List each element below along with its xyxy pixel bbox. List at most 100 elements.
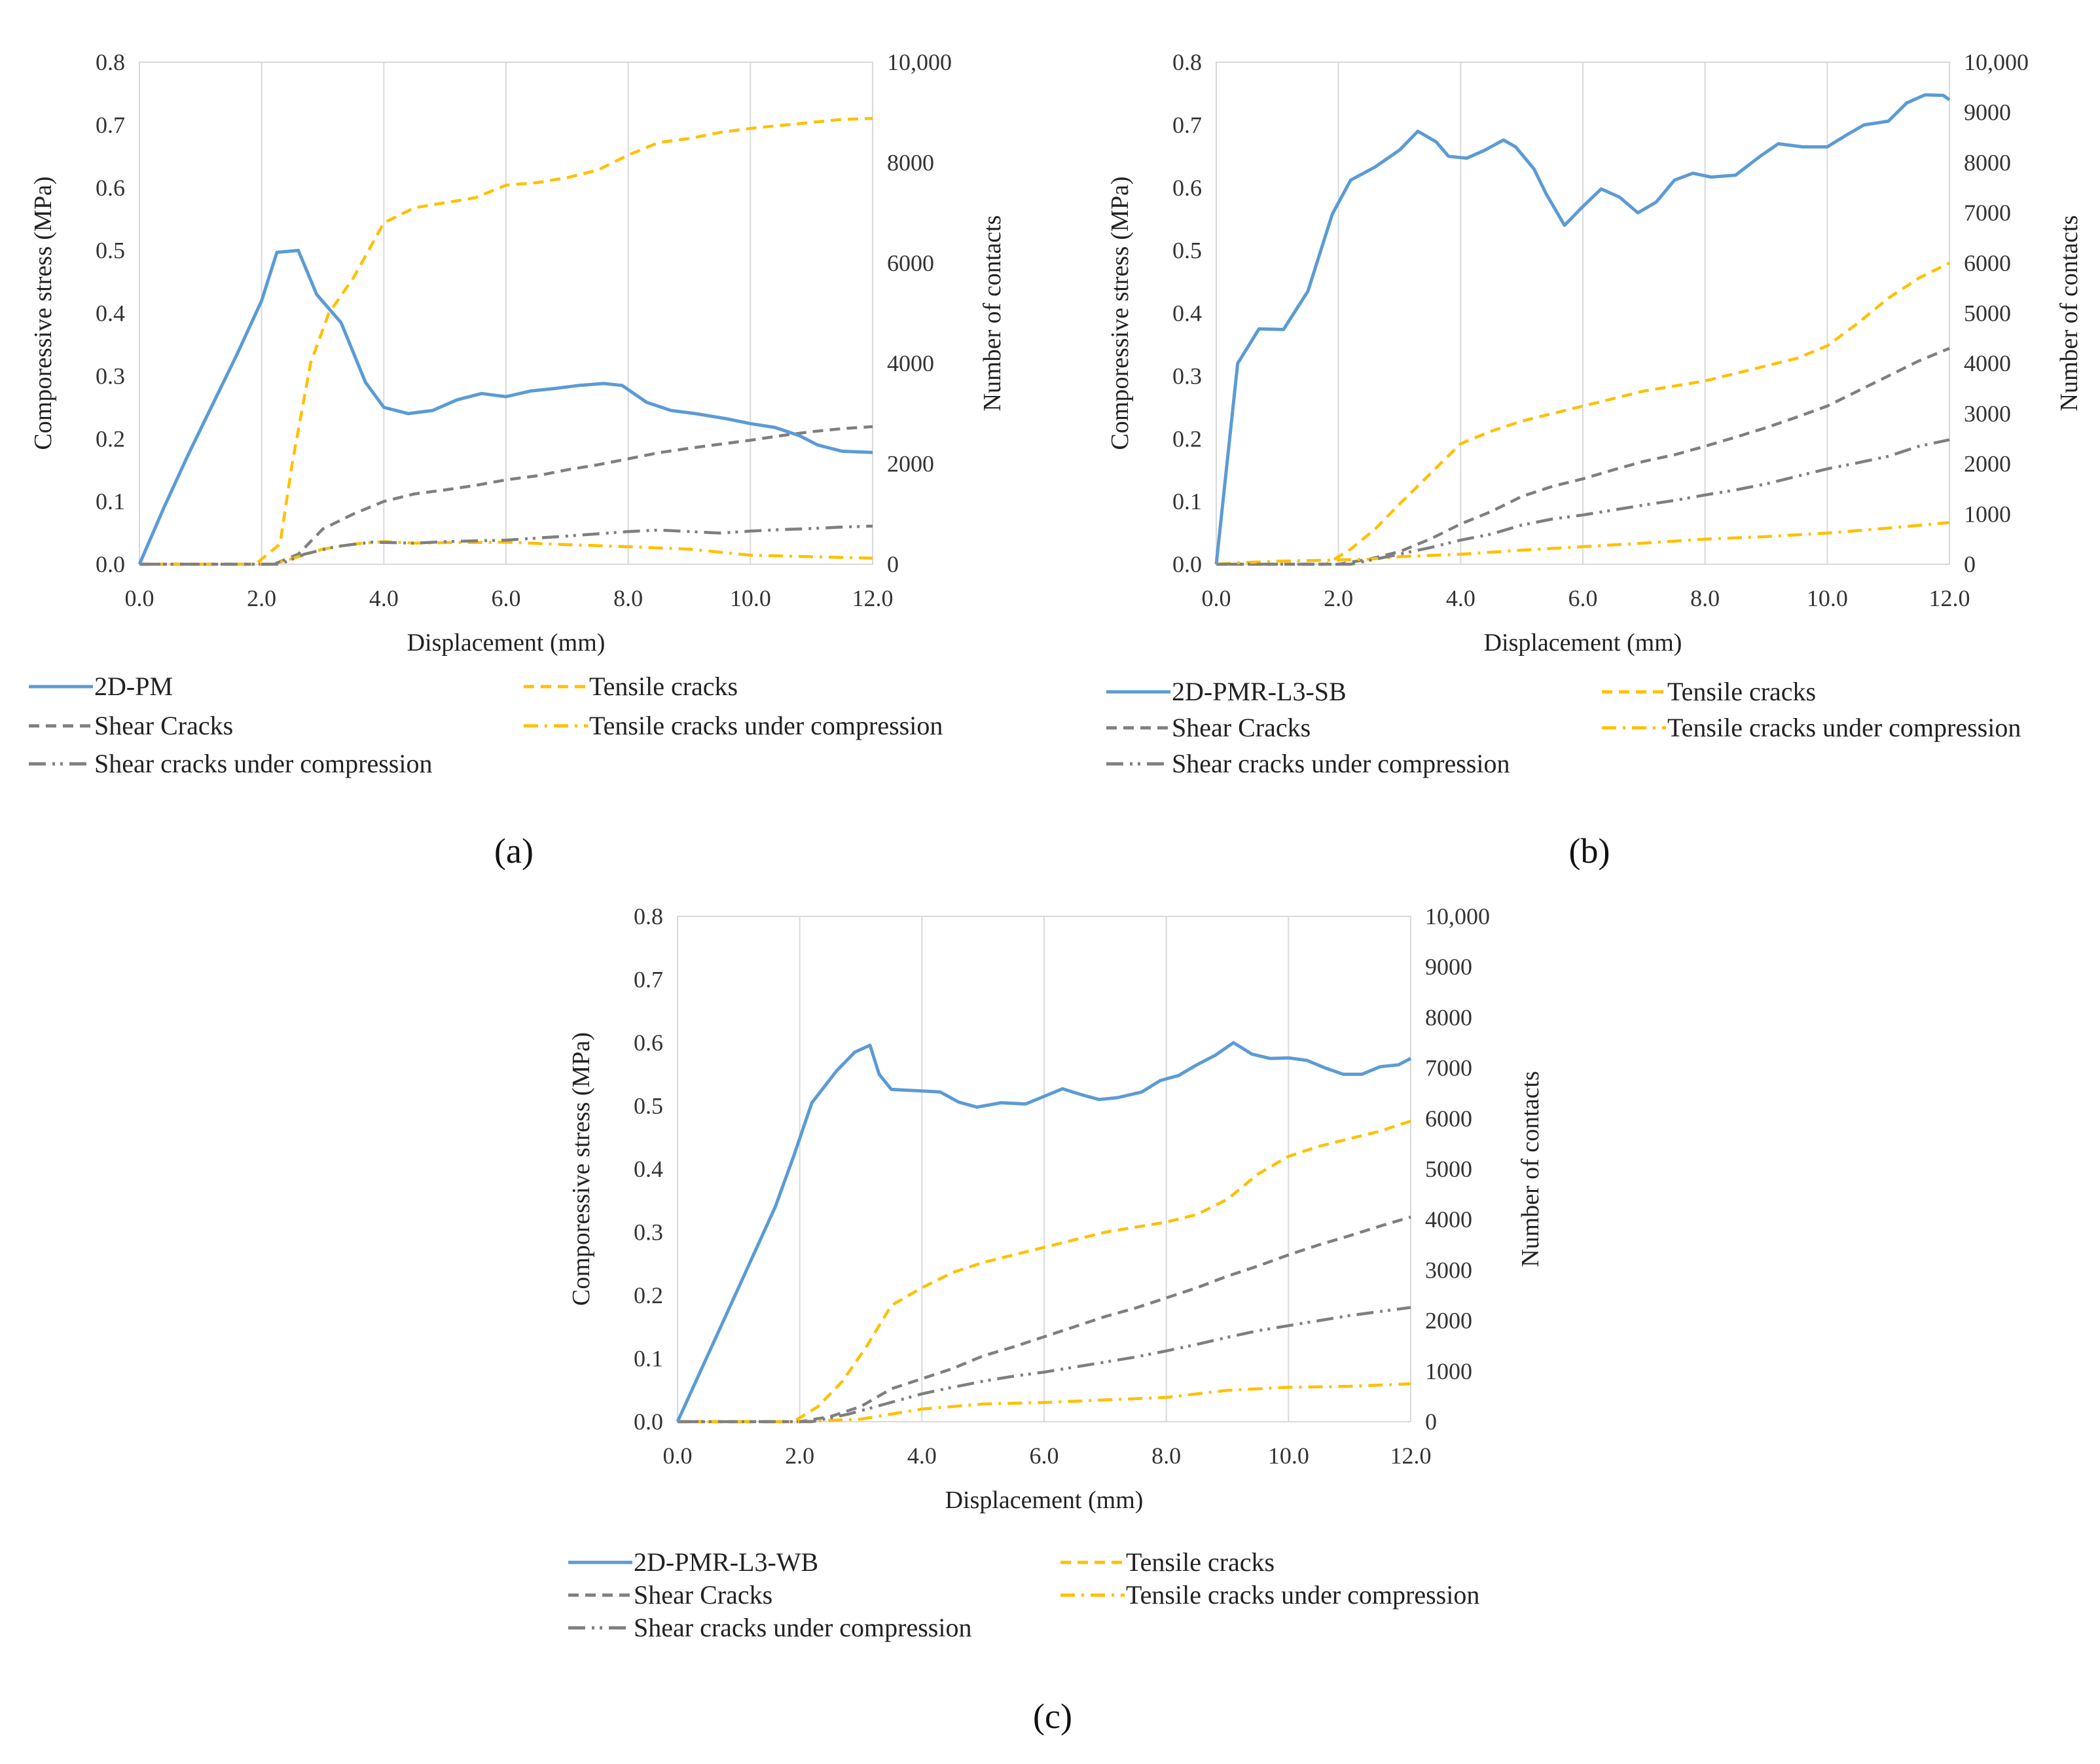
y-left-axis-title: Comporessive stress (MPa): [29, 177, 57, 450]
y-left-tick-label: 0.1: [634, 1346, 663, 1372]
legend-label: Tensile cracks under compression: [589, 711, 943, 740]
y-left-tick-label: 0.3: [634, 1219, 663, 1246]
x-tick-label: 0.0: [1202, 585, 1231, 611]
series-line-shear-cracks: [139, 425, 873, 566]
legend-label: Tensile cracks under compression: [1667, 713, 2021, 742]
y-left-tick-label: 0.2: [96, 425, 125, 452]
legend-label: Tensile cracks under compression: [1126, 1580, 1479, 1610]
y-left-tick-label: 0.5: [634, 1093, 663, 1119]
x-tick-label: 12.0: [1390, 1443, 1432, 1469]
legend-label: Tensile cracks: [589, 672, 738, 701]
x-tick-label: 8.0: [1151, 1443, 1181, 1469]
series-line-tensile-cracks-under-compression: [1216, 521, 1950, 566]
y-left-tick-label: 0.7: [634, 967, 663, 993]
y-left-tick-label: 0.4: [1172, 300, 1202, 327]
y-right-tick-label: 8000: [1964, 149, 2011, 175]
series-line-tensile-cracks: [678, 1119, 1411, 1424]
y-left-tick-label: 0.1: [96, 488, 125, 514]
series-line-tensile-cracks: [1216, 261, 1950, 566]
series-line-tensile-cracks: [139, 117, 873, 566]
x-tick-label: 2.0: [247, 585, 276, 611]
x-tick-label: 4.0: [369, 585, 399, 611]
panel-label: (a): [494, 831, 534, 871]
y-right-tick-label: 10,000: [1425, 903, 1490, 929]
y-right-tick-label: 5000: [1964, 300, 2011, 327]
y-right-axis-title: Number of contacts: [1517, 1071, 1544, 1267]
legend-label: Shear Cracks: [634, 1580, 772, 1610]
series-line-2d-pm: [137, 249, 873, 565]
x-tick-label: 8.0: [1690, 585, 1720, 611]
y-left-tick-label: 0.6: [96, 175, 125, 201]
x-tick-label: 2.0: [785, 1443, 814, 1469]
y-left-tick-label: 0.6: [634, 1030, 663, 1056]
series-line-shear-cracks: [1216, 347, 1950, 566]
y-left-tick-label: 0.4: [634, 1156, 663, 1182]
y-left-tick-label: 0.2: [1172, 425, 1202, 452]
y-left-axis-title: Comporessive stress (MPa): [1106, 177, 1134, 450]
y-right-tick-label: 8000: [887, 149, 934, 175]
y-right-tick-label: 4000: [887, 350, 934, 376]
y-right-tick-label: 0: [887, 551, 899, 577]
x-tick-label: 8.0: [613, 585, 643, 611]
x-tick-label: 10.0: [1268, 1443, 1309, 1469]
panel-label: (c): [1033, 1697, 1072, 1736]
y-right-tick-label: 9000: [1425, 954, 1472, 980]
y-left-tick-label: 0.1: [1172, 488, 1202, 514]
chart-panel-a: 0.0 2.0 4.0 6.0 8.0 10.0 12.0 0.0 0.1 0.2 0.3 0.4 0.…: [29, 49, 1006, 871]
x-tick-label: 6.0: [1568, 585, 1598, 611]
x-axis-title: Displacement (mm): [407, 629, 606, 657]
y-left-tick-label: 0.5: [1172, 238, 1202, 264]
y-left-tick-label: 0.8: [634, 903, 663, 929]
y-left-tick-label: 0.0: [634, 1409, 663, 1435]
x-tick-label: 4.0: [1446, 585, 1475, 611]
y-right-tick-label: 3000: [1425, 1257, 1472, 1283]
y-left-tick-label: 0.3: [1172, 363, 1202, 389]
y-left-tick-label: 0.2: [634, 1282, 663, 1308]
y-right-tick-label: 5000: [1425, 1156, 1472, 1182]
legend-label: Shear cracks under compression: [94, 749, 432, 778]
y-left-tick-label: 0.7: [1172, 112, 1202, 138]
x-tick-label: 10.0: [730, 585, 771, 611]
series-line-2d-pmr-l3-sb: [1214, 93, 1951, 565]
y-left-tick-label: 0.8: [1172, 49, 1202, 75]
y-right-tick-label: 10,000: [887, 49, 952, 75]
x-axis-title: Displacement (mm): [945, 1486, 1144, 1514]
y-right-tick-label: 8000: [1425, 1004, 1472, 1030]
panel-label: (b): [1569, 831, 1610, 871]
y-left-tick-label: 0.3: [96, 363, 125, 389]
y-right-tick-label: 4000: [1964, 350, 2011, 376]
series-line-tensile-cracks-under-compression: [678, 1382, 1411, 1424]
series-line-shear-cracks: [678, 1215, 1411, 1424]
legend-label: 2D-PM: [94, 672, 173, 701]
legend-label: Tensile cracks: [1126, 1547, 1275, 1577]
y-left-axis-title: Comporessive stress (MPa): [568, 1032, 595, 1306]
x-tick-label: 12.0: [1929, 585, 1970, 611]
legend-label: Shear Cracks: [1172, 713, 1311, 742]
y-right-tick-label: 1000: [1425, 1358, 1472, 1384]
y-right-tick-label: 6000: [1964, 250, 2011, 276]
y-left-tick-label: 0.7: [96, 112, 125, 138]
chart-panel-c: 0.0 2.0 4.0 6.0 8.0 10.0 12.0 0.0 0.1 0.2 0.3 0.4 0.…: [568, 903, 1544, 1736]
x-tick-label: 6.0: [1030, 1443, 1059, 1469]
x-tick-label: 0.0: [125, 585, 154, 611]
x-axis-title: Displacement (mm): [1484, 629, 1682, 657]
y-right-tick-label: 0: [1964, 551, 1976, 577]
y-left-tick-label: 0.8: [96, 49, 125, 75]
y-right-tick-label: 7000: [1964, 200, 2011, 226]
x-tick-label: 4.0: [907, 1443, 937, 1469]
x-tick-label: 12.0: [852, 585, 894, 611]
legend-label: Shear Cracks: [94, 711, 233, 740]
y-left-tick-label: 0.4: [96, 300, 125, 327]
y-right-axis-title: Number of contacts: [2055, 215, 2083, 412]
y-right-tick-label: 2000: [1964, 451, 2011, 477]
y-right-tick-label: 2000: [1425, 1308, 1472, 1334]
y-left-tick-label: 0.6: [1172, 175, 1202, 201]
legend-label: 2D-PMR-L3-SB: [1172, 677, 1347, 706]
x-tick-label: 2.0: [1324, 585, 1353, 611]
y-right-tick-label: 6000: [887, 250, 934, 276]
y-right-tick-label: 4000: [1425, 1206, 1472, 1233]
y-right-tick-label: 0: [1425, 1409, 1437, 1435]
legend-label: Shear cracks under compression: [634, 1613, 971, 1642]
y-right-axis-title: Number of contacts: [979, 215, 1006, 412]
